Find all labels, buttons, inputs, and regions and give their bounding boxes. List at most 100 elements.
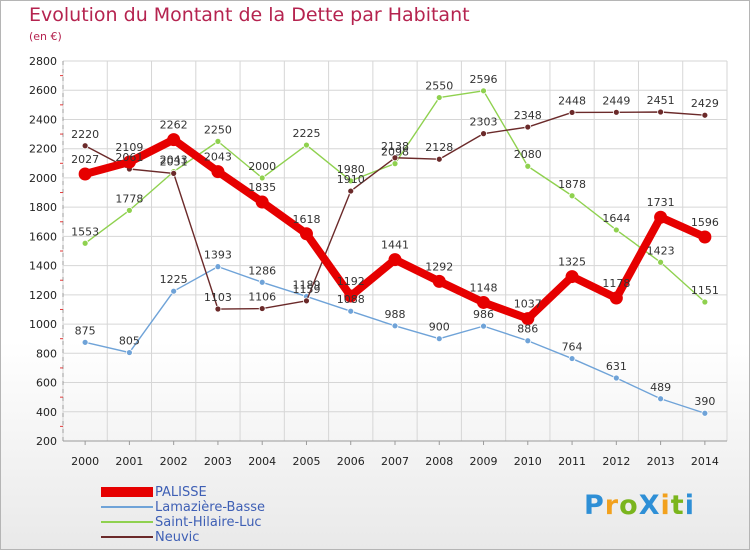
logo-letter: P <box>584 490 605 521</box>
x-tick-label: 2000 <box>71 455 99 468</box>
data-point <box>657 258 664 266</box>
data-label: 1106 <box>248 291 276 304</box>
data-label: 2138 <box>381 140 409 153</box>
legend-label: PALISSE <box>155 485 207 500</box>
data-label: 886 <box>517 323 538 336</box>
data-label: 1151 <box>691 284 719 297</box>
data-point <box>435 155 443 163</box>
y-tick-label: 800 <box>36 347 57 360</box>
legend-label: Neuvic <box>155 530 200 545</box>
data-point <box>480 322 487 330</box>
y-tick-label: 2400 <box>29 113 57 126</box>
data-label: 2000 <box>248 160 276 173</box>
data-point <box>391 160 399 168</box>
data-label: 1292 <box>425 260 453 273</box>
data-point <box>524 162 532 170</box>
data-label: 1618 <box>292 213 320 226</box>
data-point <box>565 270 579 284</box>
x-tick-label: 2003 <box>204 455 232 468</box>
data-label: 2098 <box>381 146 409 159</box>
y-tick-label: 200 <box>36 435 57 448</box>
data-label: 2429 <box>691 97 719 110</box>
data-label: 2596 <box>470 73 498 86</box>
data-label: 1189 <box>292 278 320 291</box>
data-point <box>701 298 709 306</box>
grid-layer <box>62 60 728 442</box>
data-label: 2451 <box>647 94 675 107</box>
data-label: 2128 <box>425 141 453 154</box>
data-label: 1148 <box>470 281 498 294</box>
data-label: 1286 <box>248 264 276 277</box>
data-point <box>125 206 133 214</box>
data-label: 986 <box>473 308 494 321</box>
data-point <box>170 169 178 177</box>
y-tick-label: 1200 <box>29 289 57 302</box>
data-point <box>122 155 136 169</box>
x-tick-label: 2008 <box>425 455 453 468</box>
data-label: 1441 <box>381 239 409 252</box>
data-label: 2031 <box>160 155 188 168</box>
y-tick-label: 2600 <box>29 84 57 97</box>
y-tick-label: 1400 <box>29 260 57 273</box>
data-label: 2550 <box>425 80 453 93</box>
data-point <box>214 305 222 313</box>
data-label: 1835 <box>248 181 276 194</box>
data-point <box>568 355 576 362</box>
data-label: 2109 <box>115 141 143 154</box>
data-point <box>125 349 133 356</box>
data-point <box>167 133 181 147</box>
x-tick-label: 2013 <box>647 455 675 468</box>
data-label: 1980 <box>337 163 365 176</box>
data-label: 1192 <box>337 275 365 288</box>
data-point <box>612 226 620 234</box>
x-tick-label: 2004 <box>248 455 276 468</box>
data-point <box>388 253 402 267</box>
data-point <box>214 137 222 145</box>
data-point <box>480 130 487 138</box>
data-point <box>303 297 310 305</box>
data-label: 764 <box>562 341 583 354</box>
data-point <box>258 174 266 182</box>
data-label: 1596 <box>691 216 719 229</box>
x-tick-label: 2006 <box>337 455 365 468</box>
legend-swatch <box>101 487 153 497</box>
x-tick-label: 2014 <box>691 455 719 468</box>
data-label: 631 <box>606 360 627 373</box>
legend-swatch <box>101 506 153 508</box>
data-label: 1553 <box>71 225 99 238</box>
chart-title: Evolution du Montant de la Dette par Hab… <box>29 4 470 26</box>
data-label: 1159 <box>292 283 320 296</box>
legend-label: Lamazière-Basse <box>155 500 265 515</box>
data-point <box>78 167 92 181</box>
data-point <box>391 154 399 162</box>
logo-letter: i <box>684 490 695 521</box>
data-point <box>81 338 89 346</box>
y-tick-label: 2800 <box>29 55 57 68</box>
x-tick-label: 2011 <box>558 455 586 468</box>
y-tick-label: 2200 <box>29 143 57 156</box>
data-label: 988 <box>385 308 406 321</box>
data-point <box>299 227 313 241</box>
data-point <box>255 195 269 209</box>
data-label: 2303 <box>470 116 498 129</box>
data-point <box>698 230 712 244</box>
data-label: 1423 <box>647 244 675 257</box>
logo-letter: i <box>660 490 671 521</box>
data-point <box>657 395 664 403</box>
data-label: 1037 <box>514 298 542 311</box>
data-point <box>81 239 89 247</box>
data-point <box>347 307 355 315</box>
data-point <box>214 263 222 271</box>
data-label: 2027 <box>71 153 99 166</box>
data-label: 2220 <box>71 128 99 141</box>
x-tick-label: 2012 <box>602 455 630 468</box>
x-tick-label: 2005 <box>292 455 320 468</box>
data-point <box>654 210 668 224</box>
y-tick-label: 600 <box>36 377 57 390</box>
data-point <box>81 142 89 150</box>
data-point <box>344 289 358 303</box>
y-tick-label: 400 <box>36 406 57 419</box>
data-label: 2043 <box>160 154 188 167</box>
data-point <box>524 123 532 131</box>
